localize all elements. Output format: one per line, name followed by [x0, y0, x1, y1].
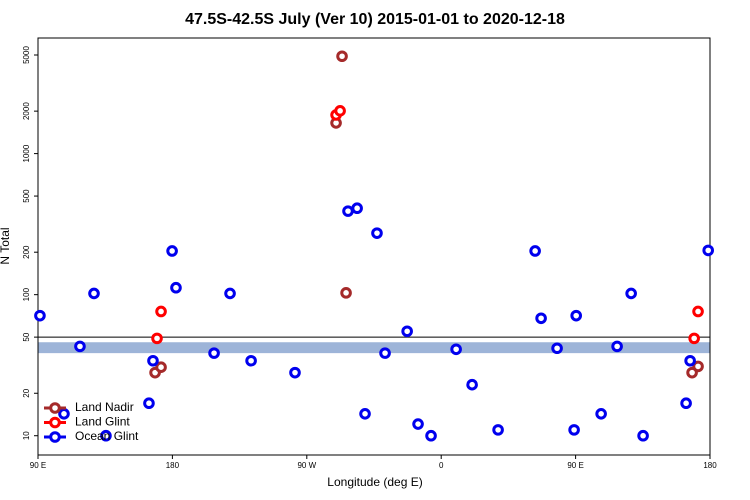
data-point [412, 418, 424, 430]
data-point [74, 340, 86, 353]
data-point [147, 354, 159, 367]
y-tick-label: 50 [22, 332, 31, 341]
data-point [170, 281, 182, 294]
data-point [551, 342, 563, 355]
data-point [334, 105, 346, 117]
data-point [371, 227, 383, 239]
data-point [692, 360, 704, 373]
data-point [155, 305, 167, 318]
legend-label: Ocean Glint [75, 429, 139, 443]
legend-marker [49, 402, 61, 414]
data-point [466, 378, 478, 391]
data-point [34, 309, 46, 322]
data-point [425, 429, 437, 442]
y-tick-label: 2000 [22, 102, 31, 120]
x-tick-label: 90 E [567, 461, 583, 470]
data-point [166, 245, 178, 257]
legend-marker [49, 431, 61, 443]
chart-title: 47.5S-42.5S July (Ver 10) 2015-01-01 to … [185, 11, 565, 28]
x-tick-label: 180 [166, 461, 180, 470]
data-point [88, 287, 100, 300]
legend-label: Land Glint [75, 415, 130, 429]
data-point [637, 429, 649, 442]
data-point [58, 408, 70, 420]
y-tick-label: 5000 [22, 46, 31, 64]
data-point [450, 343, 462, 356]
y-tick-label: 200 [22, 245, 31, 259]
data-point [143, 397, 155, 410]
data-point [492, 424, 504, 436]
x-tick-label: 180 [703, 461, 717, 470]
plot-frame [37, 37, 711, 456]
data-point [289, 366, 301, 379]
legend-label: Land Nadir [75, 400, 134, 414]
data-point [595, 408, 607, 420]
x-tick-label: 0 [439, 461, 444, 470]
data-point [568, 424, 580, 436]
data-point [570, 309, 582, 322]
data-point [625, 287, 637, 300]
data-point [340, 287, 352, 299]
x-axis-label: Longitude (deg E) [327, 475, 422, 489]
x-tick-label: 90 E [30, 461, 46, 470]
data-point [151, 332, 163, 345]
data-point [245, 354, 257, 367]
data-point [336, 50, 348, 63]
data-point [100, 429, 112, 442]
data-point [692, 305, 704, 318]
legend-marker [49, 416, 61, 429]
y-tick-label: 10 [22, 431, 31, 440]
data-point [342, 205, 354, 217]
data-point [224, 287, 236, 300]
y-tick-label: 20 [22, 388, 31, 397]
data-point [401, 325, 413, 338]
data-point [379, 347, 391, 359]
y-tick-label: 100 [22, 287, 31, 301]
y-tick-label: 500 [22, 189, 31, 203]
data-point [684, 354, 696, 367]
reference-band [38, 342, 710, 354]
data-point [688, 332, 700, 345]
data-point [155, 361, 167, 374]
data-point [351, 202, 363, 215]
data-point [535, 312, 547, 325]
y-tick-label: 1000 [22, 144, 31, 162]
data-point [208, 347, 220, 359]
x-tick-label: 90 W [297, 461, 316, 470]
data-point [611, 340, 623, 353]
y-axis-label: N Total [0, 227, 12, 264]
data-point [702, 244, 715, 257]
data-point [359, 408, 371, 420]
data-point [680, 397, 692, 410]
data-point [529, 245, 541, 257]
